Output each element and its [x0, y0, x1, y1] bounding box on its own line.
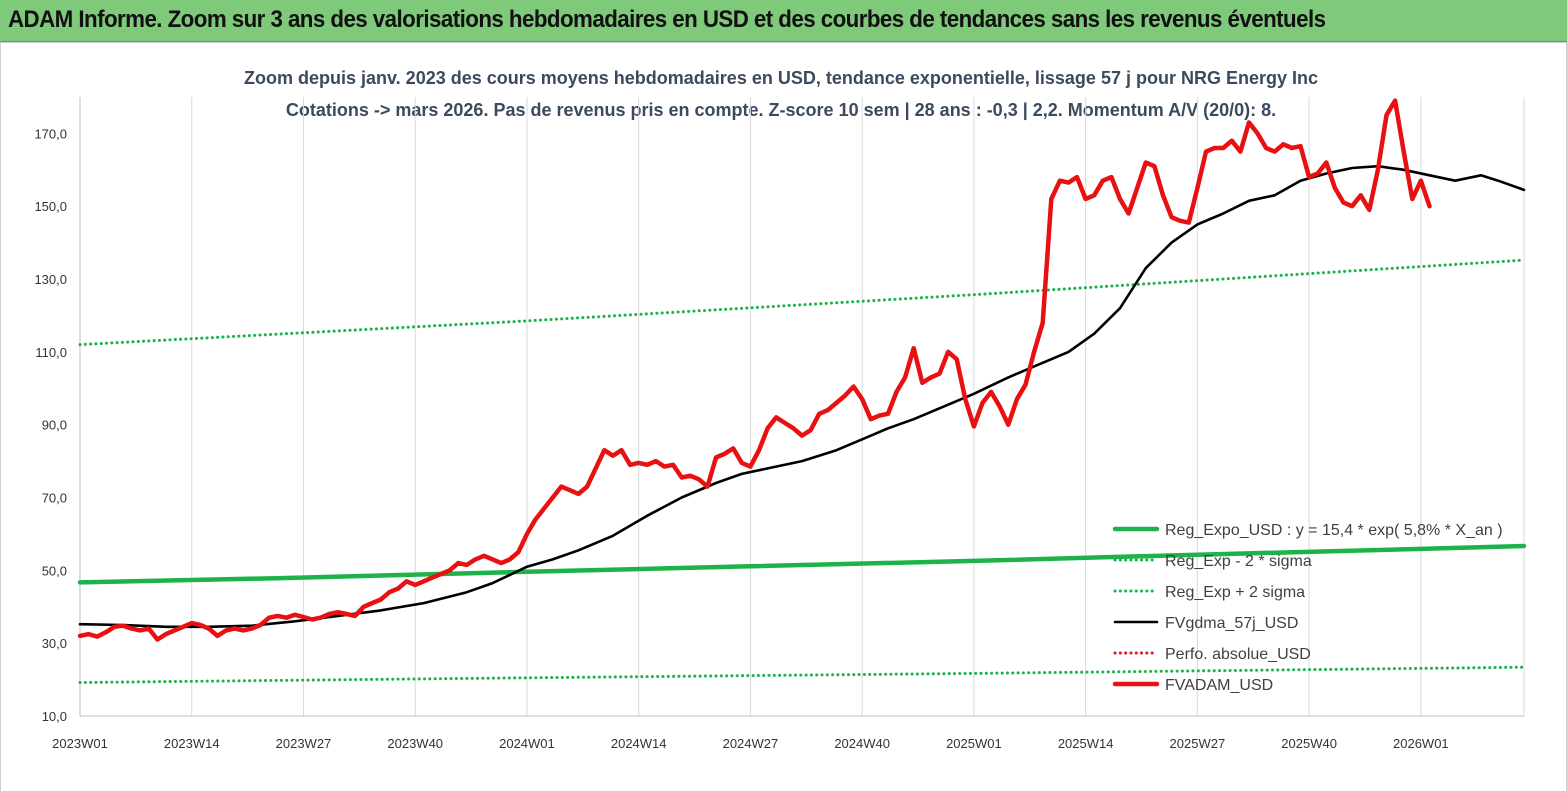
x-tick-label: 2025W01 — [946, 736, 1002, 751]
y-tick-label: 70,0 — [42, 491, 67, 506]
y-tick-label: 150,0 — [34, 199, 67, 214]
series-line-0 — [77, 543, 1527, 585]
report-title: ADAM Informe. Zoom sur 3 ans des valoris… — [8, 6, 1326, 33]
axes: 2023W01 2023W14 2023W27 2023W40 2024W01 2024W… — [34, 97, 1524, 751]
chart-subtitle-line2: Cotations -> mars 2026. Pas de revenus p… — [286, 100, 1276, 120]
report-banner: ADAM Informe. Zoom sur 3 ans des valoris… — [0, 0, 1567, 42]
y-tick-label: 10,0 — [42, 709, 67, 724]
grid-lines — [79, 97, 1525, 716]
x-tick-label: 2025W14 — [1058, 736, 1114, 751]
y-tick-label: 110,0 — [35, 345, 67, 360]
line-chart: Zoom depuis janv. 2023 des cours moyens … — [34, 68, 1527, 751]
series-lines — [77, 98, 1527, 684]
series-line-1 — [78, 665, 1526, 684]
x-tick-label: 2026W01 — [1393, 736, 1449, 751]
y-tick-label: 50,0 — [42, 563, 67, 578]
x-tick-label: 2024W27 — [723, 736, 779, 751]
legend-label: Perfo. absolue_USD — [1165, 646, 1311, 663]
chart-subtitle-line1: Zoom depuis janv. 2023 des cours moyens … — [244, 68, 1318, 88]
legend-label: Reg_Exp - 2 * sigma — [1165, 553, 1312, 570]
series-line-2 — [78, 258, 1526, 347]
x-tick-label: 2023W01 — [52, 736, 108, 751]
x-tick-label: 2023W14 — [164, 736, 220, 751]
legend-label: FVADAM_USD — [1165, 677, 1273, 694]
series-line-5 — [77, 98, 1432, 642]
legend-label: FVgdma_57j_USD — [1165, 615, 1298, 632]
x-tick-label: 2023W40 — [387, 736, 443, 751]
y-tick-label: 30,0 — [42, 636, 67, 651]
x-tick-label: 2024W01 — [499, 736, 555, 751]
x-tick-label: 2023W27 — [276, 736, 332, 751]
x-tick-label: 2025W40 — [1281, 736, 1337, 751]
x-tick-label: 2024W40 — [834, 736, 890, 751]
legend-label: Reg_Expo_USD : y = 15,4 * exp( 5,8% * X_… — [1165, 522, 1503, 539]
x-tick-label: 2024W14 — [611, 736, 667, 751]
y-tick-label: 170,0 — [34, 126, 67, 141]
x-tick-label: 2025W27 — [1170, 736, 1226, 751]
y-tick-label: 90,0 — [42, 418, 67, 433]
legend: Reg_Expo_USD : y = 15,4 * exp( 5,8% * X_… — [1112, 522, 1503, 694]
y-tick-label: 130,0 — [34, 272, 67, 287]
legend-label: Reg_Exp + 2 sigma — [1165, 584, 1305, 601]
